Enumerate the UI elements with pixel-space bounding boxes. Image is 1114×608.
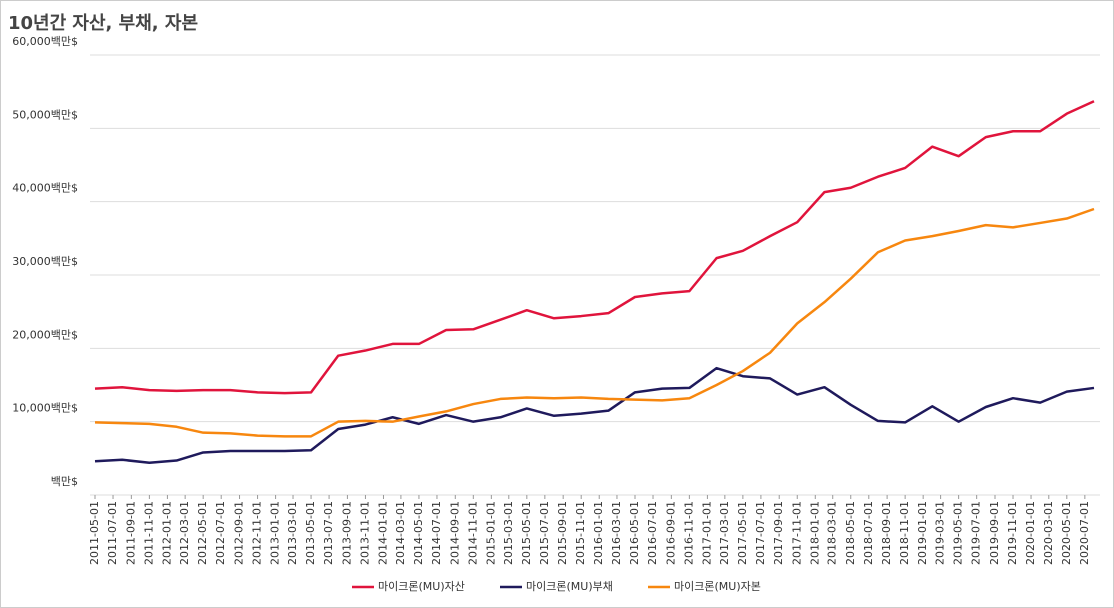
x-tick-label: 2014-05-01: [412, 501, 425, 565]
x-tick-label: 2017-03-01: [718, 501, 731, 565]
x-tick-label: 2015-07-01: [538, 501, 551, 565]
x-tick-label: 2014-07-01: [430, 501, 443, 565]
x-tick-label: 2012-07-01: [214, 501, 227, 565]
x-tick-label: 2016-03-01: [610, 501, 623, 565]
x-tick-label: 2016-07-01: [646, 501, 659, 565]
x-tick-label: 2017-09-01: [772, 501, 785, 565]
legend-label: 마이크론(MU)부채: [526, 580, 613, 593]
x-tick-label: 2014-09-01: [448, 501, 461, 565]
x-tick-label: 2018-11-01: [898, 501, 911, 565]
x-tick-label: 2015-11-01: [574, 501, 587, 565]
x-tick-label: 2016-09-01: [664, 501, 677, 565]
y-tick-label: 10,000백만$: [12, 402, 78, 415]
x-tick-label: 2016-05-01: [628, 501, 641, 565]
x-tick-label: 2017-07-01: [754, 501, 767, 565]
x-tick-label: 2019-09-01: [988, 501, 1001, 565]
x-tick-label: 2020-01-01: [1024, 501, 1037, 565]
x-tick-label: 2017-11-01: [790, 501, 803, 565]
x-tick-label: 2011-05-01: [88, 501, 101, 565]
x-tick-label: 2011-11-01: [142, 501, 155, 565]
x-tick-label: 2018-09-01: [880, 501, 893, 565]
y-tick-label: 60,000백만$: [12, 35, 78, 48]
x-tick-label: 2015-05-01: [520, 501, 533, 565]
series-line: [94, 100, 1095, 395]
series-line: [94, 366, 1095, 464]
x-tick-label: 2020-07-01: [1078, 501, 1091, 565]
legend-label: 마이크론(MU)자본: [674, 580, 761, 593]
x-tick-label: 2013-11-01: [358, 501, 371, 565]
x-tick-label: 2020-03-01: [1042, 501, 1055, 565]
x-tick-label: 2019-05-01: [952, 501, 965, 565]
x-tick-label: 2019-07-01: [970, 501, 983, 565]
x-tick-label: 2016-11-01: [682, 501, 695, 565]
x-tick-label: 2018-03-01: [826, 501, 839, 565]
x-tick-label: 2013-09-01: [340, 501, 353, 565]
x-tick-label: 2016-01-01: [592, 501, 605, 565]
x-tick-label: 2015-01-01: [484, 501, 497, 565]
x-tick-label: 2013-07-01: [322, 501, 335, 565]
x-tick-label: 2013-03-01: [286, 501, 299, 565]
x-tick-label: 2012-11-01: [251, 501, 264, 565]
x-tick-label: 2012-03-01: [178, 501, 191, 565]
x-tick-label: 2018-05-01: [844, 501, 857, 565]
y-tick-label: 백만$: [51, 475, 78, 488]
y-tick-label: 20,000백만$: [12, 328, 78, 341]
x-tick-label: 2012-09-01: [233, 501, 246, 565]
x-tick-label: 2012-01-01: [160, 501, 173, 565]
x-tick-label: 2013-01-01: [269, 501, 282, 565]
x-tick-label: 2011-09-01: [124, 501, 137, 565]
x-tick-label: 2019-11-01: [1006, 501, 1019, 565]
legend-label: 마이크론(MU)자산: [378, 580, 465, 593]
x-tick-label: 2018-01-01: [808, 501, 821, 565]
x-tick-label: 2014-01-01: [376, 501, 389, 565]
y-tick-label: 30,000백만$: [12, 255, 78, 268]
x-tick-label: 2012-05-01: [196, 501, 209, 565]
x-tick-label: 2013-05-01: [304, 501, 317, 565]
chart-title: 10년간 자산, 부채, 자본: [8, 13, 198, 34]
x-tick-label: 2015-09-01: [556, 501, 569, 565]
x-tick-label: 2017-01-01: [700, 501, 713, 565]
series-line: [94, 207, 1095, 438]
x-tick-label: 2020-05-01: [1060, 501, 1073, 565]
x-tick-label: 2011-07-01: [106, 501, 119, 565]
x-tick-label: 2015-03-01: [502, 501, 515, 565]
y-tick-label: 40,000백만$: [12, 182, 78, 195]
x-tick-label: 2019-03-01: [934, 501, 947, 565]
x-tick-label: 2018-07-01: [862, 501, 875, 565]
x-tick-label: 2019-01-01: [916, 501, 929, 565]
x-tick-label: 2014-03-01: [394, 501, 407, 565]
x-tick-label: 2014-11-01: [466, 501, 479, 565]
x-tick-label: 2017-05-01: [736, 501, 749, 565]
y-tick-label: 50,000백만$: [12, 108, 78, 121]
